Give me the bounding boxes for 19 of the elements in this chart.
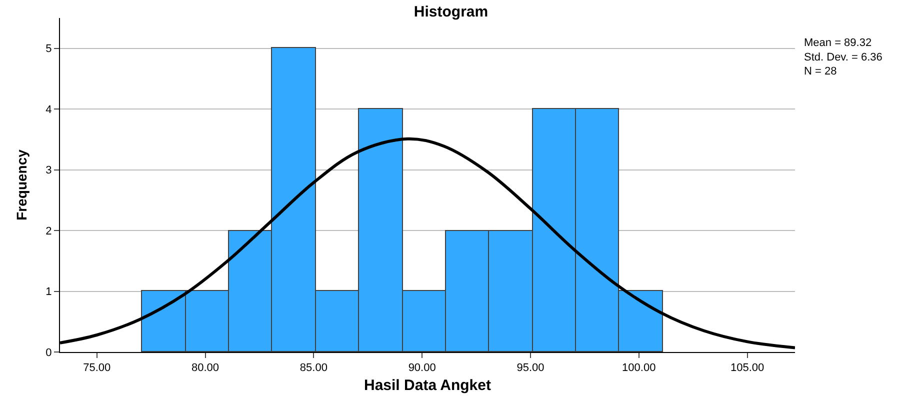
x-tick-label: 90.00 (408, 362, 436, 374)
y-tick-label: 4 (46, 104, 52, 116)
x-tick-label: 100.00 (622, 362, 656, 374)
text: N = 28 (804, 66, 837, 78)
y-tick-label: 3 (46, 164, 52, 177)
x-tick-label: 80.00 (192, 362, 220, 374)
y-tick-label: 1 (46, 286, 52, 298)
x-tick-label: 95.00 (516, 362, 544, 374)
text: Std. Dev. = 6.36 (804, 51, 882, 64)
y-tick-label: 5 (46, 43, 52, 56)
x-tick-label: 85.00 (300, 362, 328, 374)
x-axis-title: Hasil Data Angket (364, 377, 491, 394)
chart-title: Histogram (414, 4, 488, 21)
x-tick-label: 105.00 (730, 362, 764, 374)
y-tick-label: 0 (46, 346, 52, 359)
x-tick-label: 75.00 (83, 362, 111, 374)
y-axis-title: Frequency (13, 149, 30, 220)
y-tick-label: 2 (46, 225, 52, 238)
text: Mean = 89.32 (804, 37, 872, 49)
